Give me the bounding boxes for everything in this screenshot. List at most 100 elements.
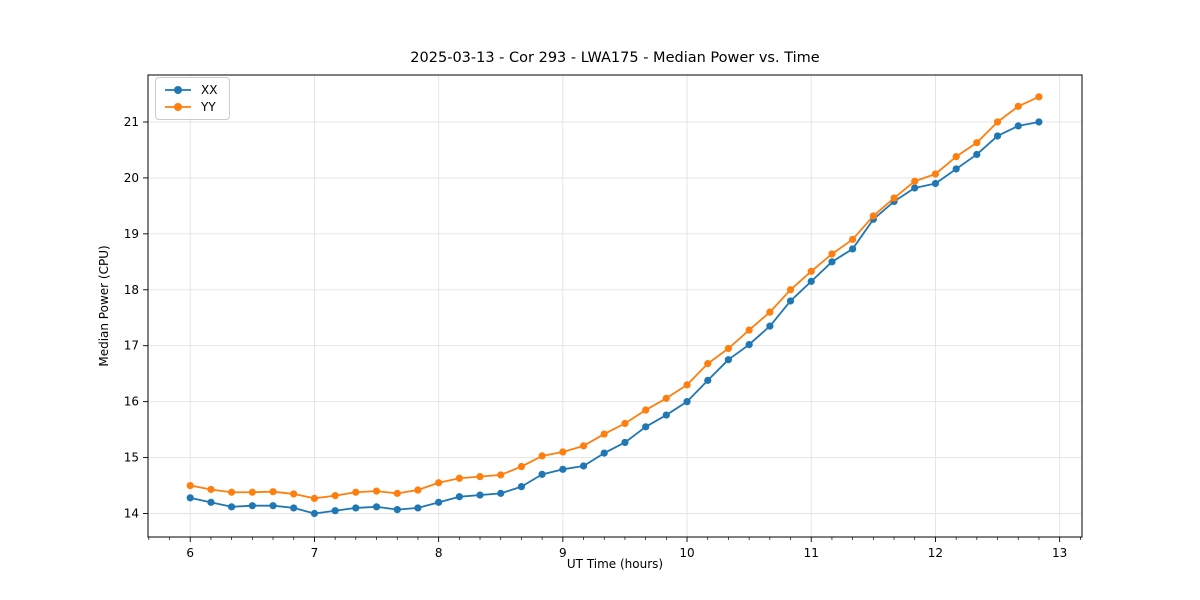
x-tick-label: 11 — [804, 546, 819, 560]
data-point-yy — [828, 250, 836, 258]
data-point-yy — [807, 267, 815, 275]
data-point-yy — [455, 474, 463, 482]
data-point-xx — [993, 132, 1002, 140]
data-point-xx — [931, 179, 940, 188]
data-point-xx — [848, 245, 857, 253]
data-point-xx — [476, 491, 484, 499]
data-point-yy — [517, 462, 526, 471]
data-point-xx — [828, 258, 836, 266]
data-point-xx — [248, 502, 256, 510]
legend-marker-yy — [174, 103, 182, 111]
legend-marker-xx — [174, 86, 182, 94]
data-point-xx — [269, 502, 277, 510]
line-marker-swatch-xx — [165, 86, 191, 94]
data-point-yy — [1035, 93, 1043, 101]
x-tick-label: 6 — [186, 546, 194, 560]
data-point-yy — [704, 360, 712, 368]
data-point-yy — [497, 471, 505, 479]
data-point-xx — [559, 465, 567, 473]
x-tick-label: 13 — [1052, 546, 1067, 560]
y-tick-label: 20 — [124, 171, 139, 185]
data-point-xx — [290, 504, 298, 512]
legend-label-yy: YY — [201, 100, 216, 114]
data-point-xx — [973, 150, 981, 159]
data-point-yy — [724, 344, 732, 353]
y-tick-label: 18 — [124, 283, 139, 297]
data-point-yy — [662, 394, 670, 402]
series-line-yy — [190, 95, 1040, 500]
data-point-xx — [186, 494, 194, 502]
data-point-xx — [497, 489, 505, 497]
legend-label-xx: XX — [201, 83, 218, 97]
data-point-yy — [786, 286, 795, 294]
x-tick-label: 8 — [435, 546, 443, 560]
data-point-yy — [766, 308, 774, 316]
data-point-xx — [786, 297, 795, 305]
x-tick-label: 10 — [679, 546, 694, 560]
y-tick-label: 17 — [124, 339, 139, 353]
data-point-xx — [455, 493, 463, 501]
data-point-yy — [1014, 102, 1022, 110]
data-point-xx — [952, 165, 960, 173]
data-point-xx — [807, 277, 815, 285]
data-point-xx — [642, 423, 650, 431]
data-point-yy — [745, 326, 753, 334]
data-point-yy — [869, 212, 877, 220]
data-point-yy — [621, 419, 629, 428]
legend-item-yy: YY — [163, 100, 217, 114]
data-point-xx — [538, 470, 546, 478]
data-point-yy — [993, 118, 1002, 126]
data-point-yy — [186, 481, 194, 490]
data-point-yy — [331, 492, 339, 500]
data-point-xx — [724, 356, 732, 364]
data-point-xx — [393, 505, 401, 514]
data-point-yy — [579, 442, 588, 450]
x-tick-label: 7 — [311, 546, 319, 560]
legend-item-xx: XX — [163, 83, 217, 97]
data-point-yy — [352, 488, 360, 496]
data-point-yy — [207, 485, 215, 494]
data-point-yy — [414, 486, 422, 494]
y-tick-label: 21 — [124, 115, 139, 129]
y-tick-label: 19 — [124, 227, 139, 241]
data-point-xx — [766, 322, 774, 330]
data-point-xx — [911, 184, 919, 192]
data-point-xx — [704, 376, 712, 384]
data-point-xx — [352, 504, 360, 512]
data-point-yy — [952, 153, 960, 161]
data-point-yy — [559, 448, 567, 456]
chart-title: 2025-03-13 - Cor 293 - LWA175 - Median P… — [410, 50, 820, 66]
data-point-xx — [227, 503, 236, 511]
data-point-yy — [372, 487, 381, 495]
plot-border — [147, 74, 1083, 538]
data-point-xx — [662, 411, 670, 419]
data-point-yy — [476, 472, 484, 481]
data-point-yy — [931, 170, 940, 178]
data-point-yy — [393, 489, 401, 497]
data-point-xx — [745, 340, 753, 349]
data-point-yy — [848, 235, 857, 244]
data-point-xx — [331, 507, 339, 515]
data-point-xx — [1035, 118, 1043, 126]
data-point-yy — [911, 177, 919, 185]
data-point-xx — [414, 504, 422, 512]
y-axis-label: Median Power (CPU) — [97, 245, 111, 367]
data-point-yy — [890, 194, 898, 202]
x-tick-label: 9 — [559, 546, 567, 560]
data-point-xx — [621, 438, 629, 447]
data-point-yy — [290, 490, 298, 498]
data-point-xx — [310, 509, 319, 518]
legend: XX YY — [155, 77, 231, 120]
data-point-xx — [372, 503, 381, 511]
data-point-xx — [207, 498, 215, 506]
data-point-yy — [435, 479, 443, 487]
data-point-xx — [579, 462, 588, 470]
x-tick-label: 12 — [928, 546, 943, 560]
data-point-xx — [683, 398, 691, 406]
data-point-yy — [310, 494, 319, 503]
y-tick-label: 15 — [124, 451, 139, 465]
y-tick-label: 16 — [124, 395, 139, 409]
data-point-yy — [538, 452, 546, 460]
